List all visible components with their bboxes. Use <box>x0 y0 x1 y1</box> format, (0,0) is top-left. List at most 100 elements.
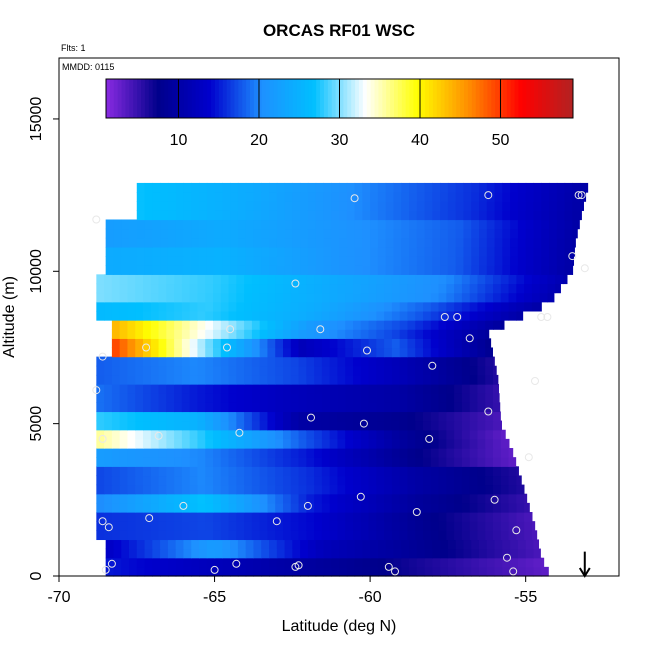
heatmap-cell <box>376 274 385 285</box>
heatmap-cell <box>345 283 354 294</box>
heatmap-cell <box>360 493 370 504</box>
heatmap-cell <box>135 466 144 477</box>
heatmap-cell <box>500 320 505 330</box>
heatmap-cell <box>267 310 276 321</box>
heatmap-cell <box>339 548 348 559</box>
heatmap-cell <box>461 512 471 522</box>
heatmap-cell <box>205 429 214 440</box>
heatmap-cell <box>461 411 471 422</box>
heatmap-cell <box>438 338 447 349</box>
heatmap-cell <box>399 411 409 422</box>
heatmap-cell <box>167 548 177 559</box>
heatmap-cell <box>391 438 401 449</box>
heatmap-cell <box>290 429 300 440</box>
heatmap-cell <box>549 265 558 275</box>
heatmap-cell <box>469 402 479 413</box>
heatmap-cell <box>485 329 490 339</box>
heatmap-cell <box>321 420 331 431</box>
colorbar-segment <box>436 79 442 118</box>
heatmap-cell <box>135 292 144 303</box>
heatmap-cell <box>276 228 286 239</box>
heatmap-cell <box>283 484 292 495</box>
heatmap-cell <box>353 402 362 413</box>
heatmap-cell <box>292 228 301 239</box>
heatmap-cell <box>314 274 323 285</box>
heatmap-cell <box>269 548 278 559</box>
heatmap-cell <box>399 420 409 431</box>
heatmap-cell <box>391 283 401 294</box>
heatmap-cell <box>415 429 424 440</box>
heatmap-cell <box>424 246 433 257</box>
heatmap-cell <box>300 228 309 239</box>
heatmap-cell <box>477 466 486 477</box>
heatmap-cell <box>391 420 401 431</box>
heatmap-cell <box>222 256 231 266</box>
heatmap-cell <box>143 347 152 358</box>
colorbar-segment <box>506 79 512 118</box>
colorbar-segment <box>199 79 204 118</box>
heatmap-cell <box>479 228 488 239</box>
heatmap-cell <box>399 384 409 394</box>
heatmap-cell <box>191 548 200 559</box>
heatmap-cell <box>135 356 144 367</box>
colorbar-segment <box>133 79 138 118</box>
heatmap-cell <box>220 475 230 486</box>
heatmap-cell <box>479 192 488 202</box>
heatmap-cell <box>580 182 589 193</box>
heatmap-cell <box>329 512 339 522</box>
heatmap-cell <box>181 347 191 358</box>
heatmap-cell <box>323 210 332 221</box>
heatmap-cell <box>461 457 471 467</box>
heatmap-cell <box>269 566 278 577</box>
heatmap-cell <box>290 347 300 358</box>
heatmap-cell <box>315 192 325 202</box>
heatmap-cell <box>500 429 506 440</box>
heatmap-cell <box>516 466 519 477</box>
heatmap-cell <box>166 448 175 458</box>
heatmap-cell <box>376 466 385 477</box>
heatmap-cell <box>174 502 183 513</box>
heatmap-cell <box>486 246 496 257</box>
heatmap-cell <box>166 466 175 477</box>
heatmap-cell <box>471 210 480 221</box>
heatmap-cell <box>454 502 463 513</box>
heatmap-cell <box>469 429 479 440</box>
colorbar: 10 20 30 40 50 <box>105 78 574 149</box>
heatmap-cell <box>376 292 385 303</box>
heatmap-cell <box>463 256 472 266</box>
heatmap-cell <box>399 448 409 458</box>
heatmap-cell <box>206 182 216 193</box>
heatmap-cell <box>111 493 121 504</box>
heatmap-cell <box>438 420 447 431</box>
heatmap-cell <box>113 256 122 266</box>
colorbar-segment <box>261 79 267 118</box>
heatmap-cell <box>493 374 499 385</box>
heatmap-cell <box>516 301 525 312</box>
heatmap-cell <box>531 274 541 285</box>
heatmap-cell <box>237 192 247 202</box>
heatmap-cell <box>228 475 237 486</box>
heatmap-cell <box>353 530 362 541</box>
heatmap-cell <box>135 347 144 358</box>
heatmap-cell <box>298 301 307 312</box>
heatmap-cell <box>181 512 191 522</box>
heatmap-cell <box>222 246 231 257</box>
sample-point <box>356 492 365 501</box>
heatmap-cell <box>469 466 479 477</box>
heatmap-cell <box>329 438 339 449</box>
heatmap-cell <box>524 512 533 522</box>
heatmap-cell <box>440 182 449 193</box>
heatmap-cell <box>409 210 418 221</box>
heatmap-cell <box>461 310 471 321</box>
heatmap-cell <box>167 256 177 266</box>
heatmap-cell <box>160 219 169 230</box>
heatmap-cell <box>143 274 152 285</box>
heatmap-cell <box>508 530 517 541</box>
colorbar-segment <box>117 79 123 118</box>
heatmap-cell <box>376 457 385 467</box>
heatmap-cell <box>461 283 471 294</box>
heatmap-cell <box>493 530 502 541</box>
heatmap-cell <box>113 539 122 550</box>
heatmap-cell <box>214 539 223 550</box>
heatmap-cell <box>135 420 144 431</box>
